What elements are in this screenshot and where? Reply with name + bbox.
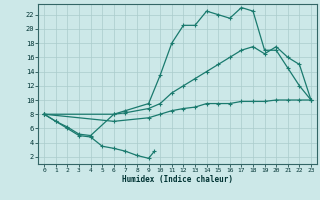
X-axis label: Humidex (Indice chaleur): Humidex (Indice chaleur) bbox=[122, 175, 233, 184]
